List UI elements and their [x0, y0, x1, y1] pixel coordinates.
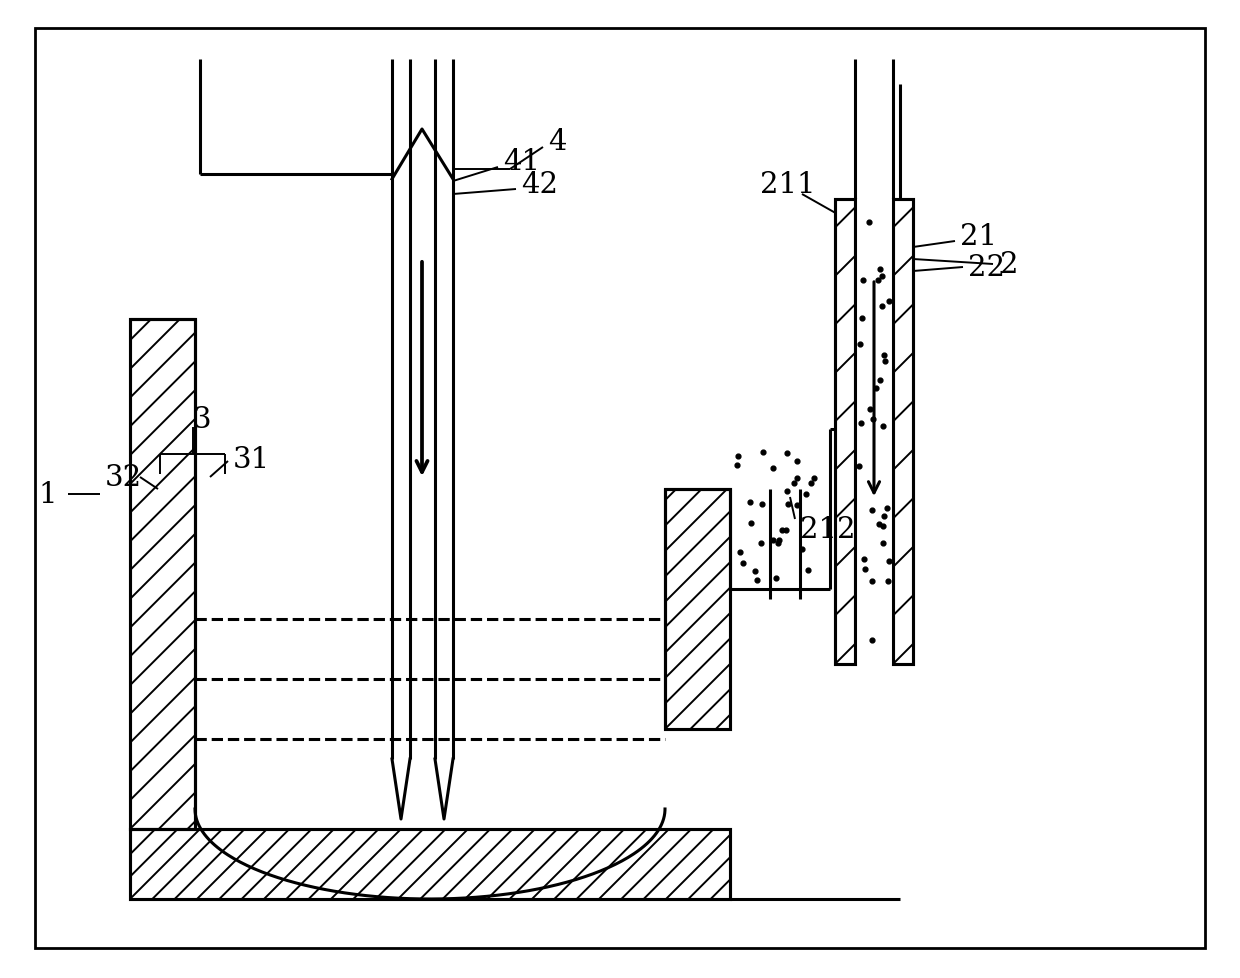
Text: 3: 3	[193, 406, 212, 433]
Point	[753, 497, 773, 512]
Text: 212: 212	[800, 515, 856, 544]
Point	[870, 262, 890, 278]
Point	[875, 353, 895, 369]
Point	[730, 545, 750, 560]
Bar	[835, 200, 856, 664]
Point	[851, 416, 870, 431]
Point	[863, 503, 883, 518]
Bar	[856, 200, 893, 664]
Point	[854, 552, 874, 567]
Text: 31: 31	[233, 446, 270, 473]
Point	[873, 419, 893, 434]
Point	[771, 522, 791, 538]
Point	[879, 554, 899, 569]
Point	[873, 536, 893, 552]
Point	[740, 515, 760, 531]
Point	[777, 446, 797, 462]
Text: 42: 42	[521, 171, 558, 199]
Bar	[130, 320, 195, 829]
Text: 211: 211	[760, 171, 816, 199]
Bar	[665, 490, 730, 730]
Point	[862, 633, 882, 648]
Bar	[893, 200, 913, 664]
Point	[874, 348, 894, 364]
Bar	[665, 490, 730, 730]
Point	[853, 273, 873, 289]
Text: 41: 41	[503, 148, 539, 176]
Point	[856, 561, 875, 577]
Point	[777, 484, 797, 500]
Point	[877, 501, 897, 516]
Point	[873, 268, 893, 284]
Point	[763, 533, 782, 549]
Bar	[835, 200, 856, 664]
Point	[879, 294, 899, 310]
Bar	[130, 829, 730, 899]
Text: 2: 2	[999, 250, 1018, 279]
Point	[769, 533, 789, 549]
Bar	[130, 829, 730, 899]
Point	[787, 498, 807, 513]
Point	[763, 461, 782, 476]
Point	[866, 380, 885, 396]
Point	[787, 454, 807, 469]
Point	[740, 494, 760, 510]
Point	[751, 536, 771, 552]
Point	[878, 574, 898, 590]
Point	[792, 542, 812, 557]
Point	[869, 516, 889, 532]
Point	[754, 444, 774, 460]
Text: 1: 1	[38, 480, 57, 509]
Point	[776, 523, 796, 539]
Text: 4: 4	[548, 128, 567, 156]
Point	[849, 459, 869, 474]
Point	[727, 458, 746, 473]
Point	[765, 571, 785, 587]
Point	[859, 215, 879, 231]
Bar	[893, 200, 913, 664]
Point	[777, 497, 797, 512]
Text: 22: 22	[968, 253, 1004, 282]
Point	[872, 299, 892, 315]
Bar	[130, 320, 195, 829]
Point	[796, 487, 816, 503]
Point	[870, 373, 890, 388]
Text: 21: 21	[960, 223, 997, 250]
Point	[851, 337, 870, 353]
Point	[874, 509, 894, 524]
Point	[786, 471, 806, 487]
Point	[728, 449, 748, 465]
Point	[861, 402, 880, 418]
Point	[746, 572, 766, 588]
Point	[863, 412, 883, 427]
Point	[852, 311, 872, 327]
Point	[805, 470, 825, 486]
Text: 32: 32	[105, 464, 143, 492]
Point	[862, 574, 882, 590]
Point	[733, 556, 753, 571]
Point	[873, 518, 893, 534]
Point	[799, 562, 818, 578]
Point	[801, 476, 821, 492]
Point	[745, 563, 765, 579]
Point	[784, 475, 804, 491]
Point	[868, 273, 888, 289]
Point	[768, 536, 787, 552]
